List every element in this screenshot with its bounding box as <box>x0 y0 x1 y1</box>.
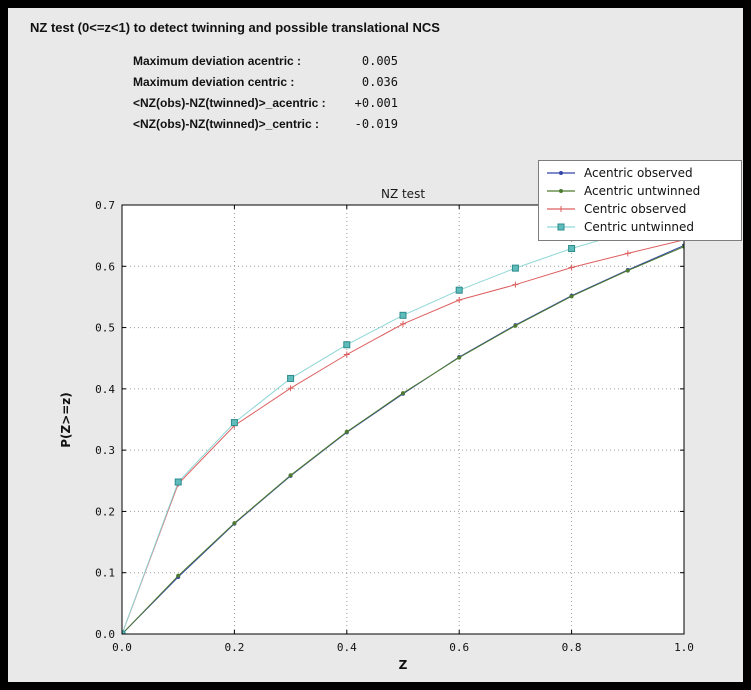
legend-line-sample <box>547 171 575 175</box>
page-title: NZ test (0<=z<1) to detect twinning and … <box>30 20 440 35</box>
svg-text:0.4: 0.4 <box>337 641 357 654</box>
svg-text:0.2: 0.2 <box>95 505 115 518</box>
stat-value: +0.001 <box>354 96 398 110</box>
stats-table: Maximum deviation acentric : 0.005 Maxim… <box>133 54 398 138</box>
legend-item: Acentric observed <box>545 164 735 182</box>
stat-label: <NZ(obs)-NZ(twinned)>_acentric : <box>133 96 326 110</box>
chart-title: NZ test <box>380 187 426 201</box>
legend-item: Centric observed <box>545 200 735 218</box>
svg-text:0.5: 0.5 <box>95 322 115 335</box>
svg-text:0.6: 0.6 <box>449 641 469 654</box>
svg-text:0.1: 0.1 <box>95 567 115 580</box>
legend-item: Centric untwinned <box>545 218 735 236</box>
chart-legend: Acentric observed Acentric untwinned Cen… <box>538 160 742 241</box>
stat-label: Maximum deviation centric : <box>133 75 295 89</box>
stat-row: <NZ(obs)-NZ(twinned)>_centric : -0.019 <box>133 117 398 131</box>
legend-line-sample <box>547 206 575 212</box>
svg-text:0.4: 0.4 <box>95 383 115 396</box>
stat-row: <NZ(obs)-NZ(twinned)>_acentric : +0.001 <box>133 96 398 110</box>
svg-text:0.7: 0.7 <box>95 199 115 212</box>
svg-text:1.0: 1.0 <box>674 641 694 654</box>
nz-test-panel: NZ test (0<=z<1) to detect twinning and … <box>8 8 743 682</box>
stat-value: 0.036 <box>361 75 398 89</box>
x-axis-label: Z <box>398 658 408 672</box>
svg-text:0.3: 0.3 <box>95 444 115 457</box>
stat-label: Maximum deviation acentric : <box>133 54 302 68</box>
legend-line-sample <box>547 189 575 193</box>
svg-text:0.2: 0.2 <box>224 641 244 654</box>
stat-label: <NZ(obs)-NZ(twinned)>_centric : <box>133 117 320 131</box>
stat-row: Maximum deviation centric : 0.036 <box>133 75 398 89</box>
plot-canvas: 0.0 0.2 0.4 0.6 0.8 1.0 0.0 0.1 0.2 0.3 0.4 0.5 0.6 0… <box>95 199 694 654</box>
stat-row: Maximum deviation acentric : 0.005 <box>133 54 398 68</box>
legend-line-sample <box>547 223 575 231</box>
legend-label: Centric untwinned <box>584 220 695 234</box>
legend-item: Acentric untwinned <box>545 182 735 200</box>
stat-value: -0.019 <box>354 117 398 131</box>
legend-label: Acentric untwinned <box>584 184 701 198</box>
y-axis-label: P(Z>=z) <box>59 392 73 448</box>
legend-label: Acentric observed <box>584 166 693 180</box>
svg-text:0.0: 0.0 <box>112 641 132 654</box>
stat-value: 0.005 <box>361 54 398 68</box>
legend-label: Centric observed <box>584 202 687 216</box>
svg-text:0.0: 0.0 <box>95 628 115 641</box>
svg-text:0.8: 0.8 <box>562 641 582 654</box>
svg-text:0.6: 0.6 <box>95 260 115 273</box>
